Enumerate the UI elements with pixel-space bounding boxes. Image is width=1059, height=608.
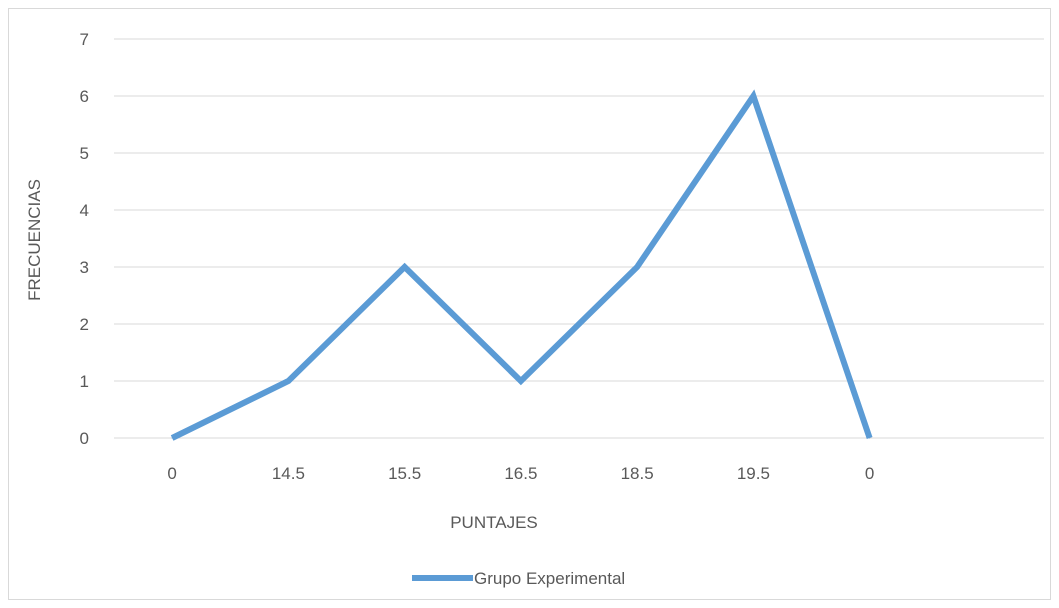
y-tick-label: 4 [80,201,89,220]
x-tick-label: 16.5 [504,464,537,483]
data-point [520,380,522,382]
data-point [752,95,754,97]
data-point [287,380,289,382]
x-tick-label: 19.5 [737,464,770,483]
x-axis-ticks: 0 14.5 15.5 16.5 18.5 19.5 0 [167,464,874,483]
x-tick-label: 14.5 [272,464,305,483]
y-tick-label: 5 [80,144,89,163]
y-axis-title: FRECUENCIAS [25,179,44,301]
data-point [171,437,173,439]
series-lines [170,89,873,441]
y-axis-ticks: 0 1 2 3 4 5 6 7 [80,30,89,448]
x-tick-label: 0 [167,464,176,483]
y-tick-label: 6 [80,87,89,106]
y-tick-label: 3 [80,258,89,277]
data-point [869,437,871,439]
chart-frame [8,8,1051,600]
gridlines [114,38,1044,439]
y-tick-label: 7 [80,30,89,49]
y-tick-label: 0 [80,429,89,448]
legend: Grupo Experimental [412,569,625,588]
y-tick-label: 1 [80,372,89,391]
legend-label: Grupo Experimental [474,569,625,588]
x-tick-label: 15.5 [388,464,421,483]
x-tick-label: 0 [865,464,874,483]
x-axis-title: PUNTAJES [450,513,538,532]
x-tick-label: 18.5 [621,464,654,483]
data-point [404,266,406,268]
y-tick-label: 2 [80,315,89,334]
data-point [636,266,638,268]
